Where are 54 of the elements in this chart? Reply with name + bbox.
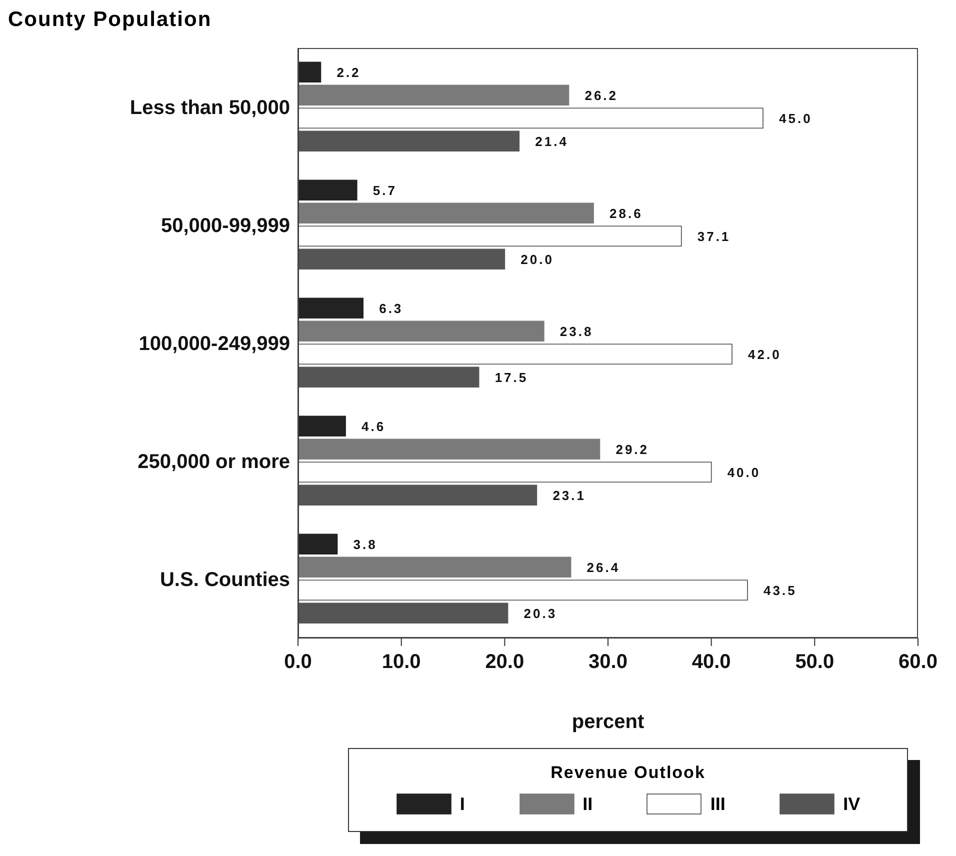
data-label: 40.0 [727,465,761,480]
bar [298,366,480,388]
y-tick-label: U.S. Counties [160,569,290,592]
bar [298,84,570,106]
x-axis-title: percent [572,711,644,733]
data-label: 6.3 [379,301,404,316]
data-label: 29.2 [616,442,650,458]
data-label: 42.0 [748,347,782,362]
bar [298,202,594,224]
bar [298,602,508,624]
data-label: 20.0 [520,252,554,268]
data-label: 21.4 [535,134,568,150]
bar [298,484,538,506]
legend-label: II [582,794,593,814]
legend-label: I [460,794,465,814]
x-tick-label: 60.0 [898,651,938,674]
y-tick-label: 250,000 or more [138,451,290,474]
bar [298,62,322,83]
y-tick-label: Less than 50,000 [130,97,290,120]
y-tick-label: 100,000-249,999 [138,333,290,356]
data-label: 20.3 [524,606,558,622]
data-label: 5.7 [372,183,397,198]
data-label: 3.8 [353,537,378,552]
bar [298,180,358,201]
x-tick-label: 40.0 [692,651,731,674]
legend-title: Revenue Outlook [550,763,706,783]
bar [298,416,346,437]
legend-label: IV [843,794,860,814]
legend-label: III [710,794,726,814]
data-label: 2.2 [336,65,361,80]
x-tick-label: 20.0 [485,651,524,674]
data-label: 37.1 [697,229,731,244]
data-label: 23.1 [552,488,586,504]
y-tick-label: 50,000-99,999 [160,215,290,238]
data-label: 43.5 [764,583,797,598]
bar [298,556,572,578]
data-label: 28.6 [610,206,643,222]
bar [298,320,544,342]
x-tick-label: 30.0 [588,651,628,674]
text: County Population [8,8,212,32]
data-label: 45.0 [779,111,812,126]
x-tick-label: 50.0 [795,651,834,674]
bar [298,534,338,555]
bar [298,438,600,460]
bar [298,248,506,270]
data-label: 23.8 [560,324,594,340]
bar [298,130,520,152]
data-label: 26.4 [586,560,620,576]
x-tick-label: 10.0 [382,651,421,674]
data-label: 26.2 [584,88,618,104]
x-tick-label: 0.0 [284,651,312,674]
bar [298,298,364,319]
data-label: 17.5 [494,370,528,386]
data-label: 4.6 [362,419,386,434]
